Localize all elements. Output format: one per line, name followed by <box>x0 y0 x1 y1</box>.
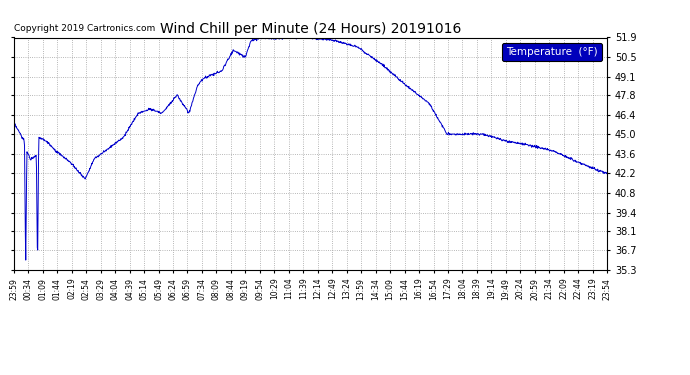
Title: Wind Chill per Minute (24 Hours) 20191016: Wind Chill per Minute (24 Hours) 2019101… <box>160 22 461 36</box>
Text: Copyright 2019 Cartronics.com: Copyright 2019 Cartronics.com <box>14 24 155 33</box>
Legend: Temperature  (°F): Temperature (°F) <box>502 43 602 61</box>
